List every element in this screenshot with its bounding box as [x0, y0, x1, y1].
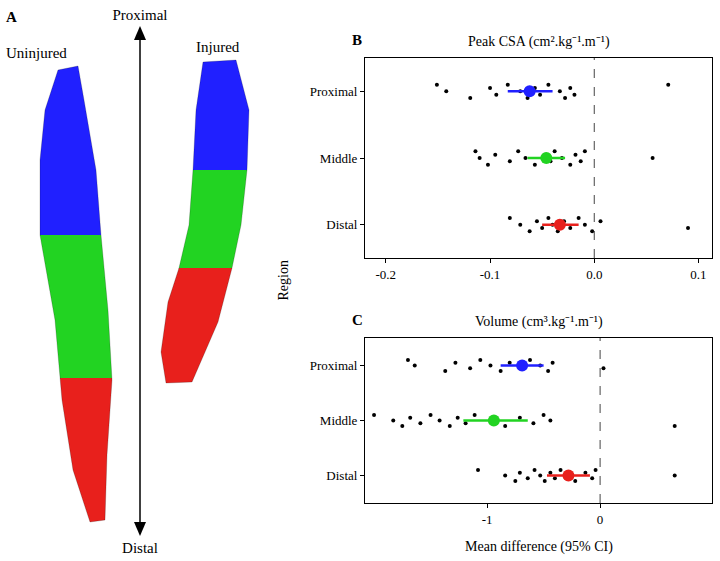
svg-text:Volume (cm³.kg⁻¹.m⁻¹): Volume (cm³.kg⁻¹.m⁻¹) [475, 314, 603, 330]
svg-text:A: A [6, 9, 17, 25]
svg-text:Proximal: Proximal [310, 358, 358, 373]
svg-text:Uninjured: Uninjured [6, 45, 67, 61]
svg-text:Peak CSA (cm².kg⁻¹.m⁻¹): Peak CSA (cm².kg⁻¹.m⁻¹) [468, 34, 610, 50]
svg-text:C: C [352, 312, 363, 328]
svg-text:Middle: Middle [320, 151, 358, 166]
svg-text:B: B [352, 32, 362, 48]
svg-text:-1: -1 [482, 512, 493, 527]
svg-text:Proximal: Proximal [113, 7, 168, 23]
svg-text:0: 0 [597, 512, 604, 527]
svg-text:Mean difference (95% CI): Mean difference (95% CI) [465, 539, 613, 555]
svg-text:Distal: Distal [326, 468, 357, 483]
svg-text:Injured: Injured [196, 39, 240, 55]
svg-text:-0.1: -0.1 [480, 267, 501, 282]
svg-text:0.1: 0.1 [690, 267, 706, 282]
svg-text:Middle: Middle [320, 413, 358, 428]
svg-text:Proximal: Proximal [310, 84, 358, 99]
svg-text:Region: Region [276, 260, 291, 300]
svg-text:Distal: Distal [326, 217, 357, 232]
svg-text:Distal: Distal [122, 540, 158, 556]
svg-text:-0.2: -0.2 [376, 267, 397, 282]
svg-text:0.0: 0.0 [586, 267, 602, 282]
